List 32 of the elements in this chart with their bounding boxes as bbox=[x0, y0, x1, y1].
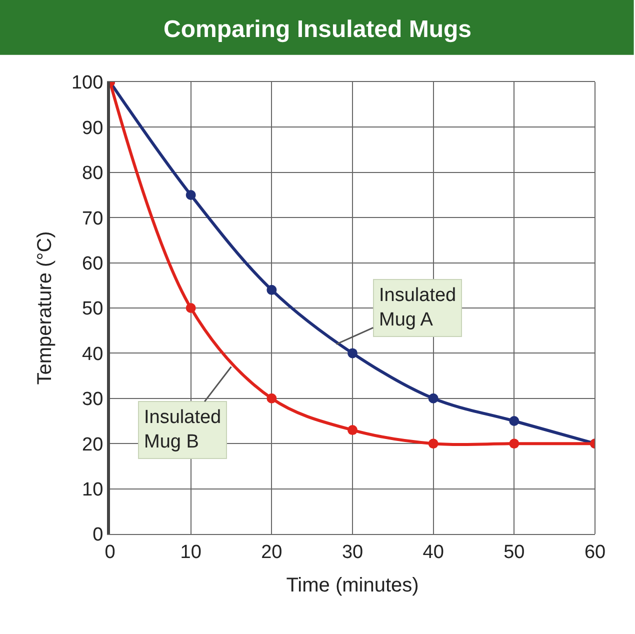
y-tick-label: 100 bbox=[71, 72, 104, 94]
y-tick-label: 80 bbox=[82, 163, 104, 184]
point bbox=[428, 438, 438, 449]
text: Insulated Mug B bbox=[144, 407, 222, 453]
y-tick-label: 20 bbox=[82, 434, 104, 456]
point bbox=[186, 303, 196, 313]
point bbox=[348, 348, 358, 358]
y-tick-label: 90 bbox=[82, 118, 104, 139]
x-tick-label: 60 bbox=[584, 542, 606, 563]
y-tick-label: 0 bbox=[92, 524, 104, 546]
point bbox=[509, 416, 520, 426]
point bbox=[428, 393, 438, 404]
x-tick-label: 30 bbox=[342, 542, 364, 563]
chart-title: Comparing Insulated Mugs bbox=[163, 16, 472, 43]
y-tick-label: 70 bbox=[82, 208, 104, 230]
y-axis-title: Temperature (°C) bbox=[34, 231, 56, 385]
x-tick-label: 10 bbox=[180, 542, 202, 563]
x-axis-title: Time (minutes) bbox=[286, 574, 419, 596]
point bbox=[266, 284, 277, 295]
point bbox=[266, 393, 277, 404]
point bbox=[186, 190, 196, 200]
y-tick-label: 40 bbox=[82, 344, 104, 365]
x-tick-label: 20 bbox=[261, 542, 282, 563]
y-tick-label: 60 bbox=[82, 253, 104, 274]
series-label: Insulated Mug A bbox=[379, 285, 456, 331]
y-tick-label: 50 bbox=[82, 298, 104, 320]
y-tick-label: 30 bbox=[82, 389, 104, 410]
point bbox=[509, 438, 520, 449]
x-tick-label: 40 bbox=[422, 542, 444, 563]
point bbox=[348, 425, 358, 436]
x-tick-label: 50 bbox=[504, 542, 525, 563]
y-tick-label: 10 bbox=[82, 479, 104, 500]
